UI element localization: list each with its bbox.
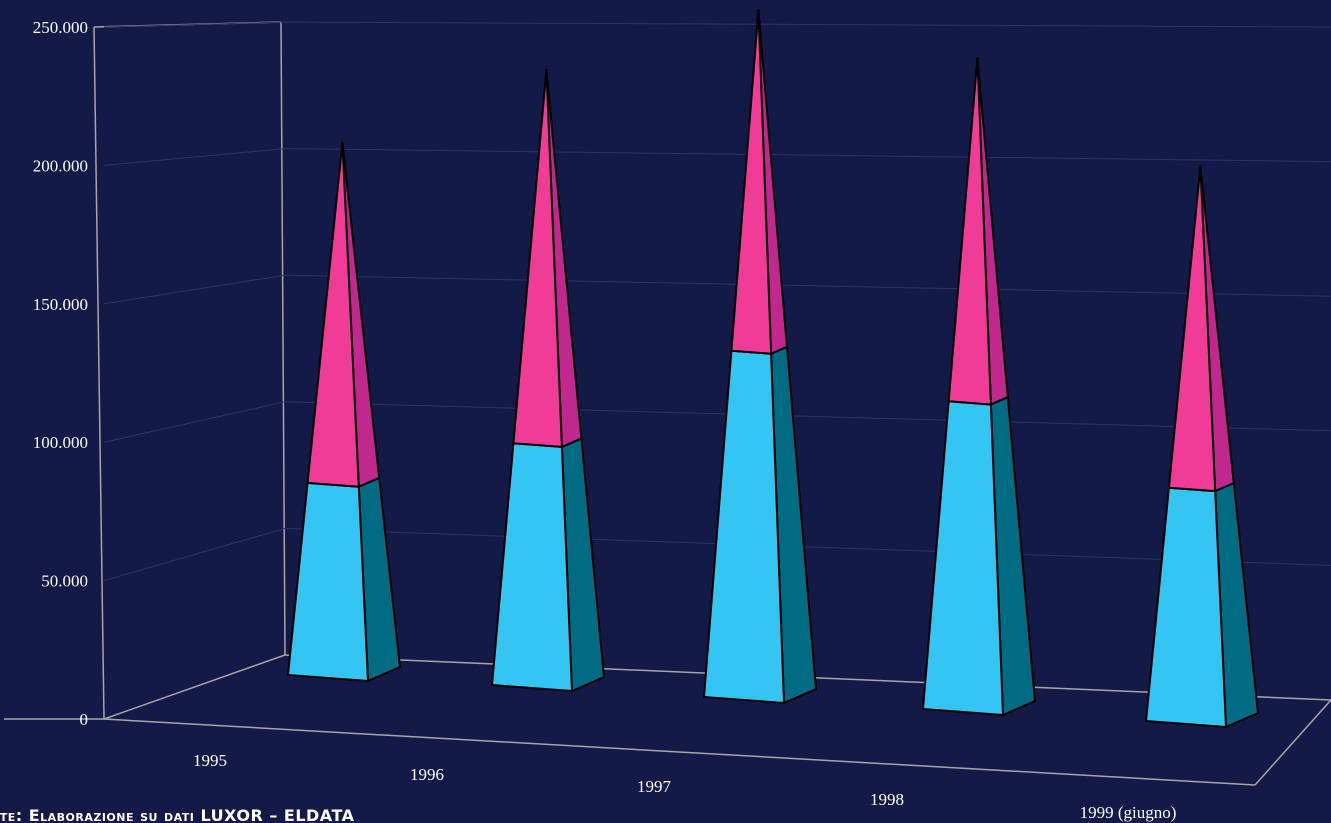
gridline-back-wall — [284, 527, 1331, 566]
bar-segment — [491, 442, 573, 692]
gridline-left-wall — [103, 401, 286, 443]
y-axis-line — [93, 26, 105, 720]
gridline-back-wall — [284, 401, 1331, 432]
pyramid-1995 — [287, 141, 401, 682]
source-note: nte: Elaborazione su dati LUXOR – ELDATA — [0, 806, 355, 823]
bar-segment — [512, 68, 563, 448]
chart-walls — [4, 21, 1331, 786]
x-axis-line — [103, 718, 1256, 786]
x-tick-label: 1998 — [870, 790, 904, 809]
y-axis-tick-labels: 0 50.000 100.000 150.000 200.000 250.000 — [33, 18, 88, 729]
x-tick-label: 1996 — [410, 765, 444, 784]
bar-segment — [922, 400, 1004, 716]
bar-segment — [1145, 486, 1227, 728]
x-axis-tick-labels: 1995 1996 1997 1998 1999 (giugno) — [193, 751, 1176, 822]
bar-segment — [1167, 165, 1217, 493]
gridlines — [103, 21, 1331, 582]
floor-right-edge — [1254, 699, 1331, 786]
pyramid-1996 — [491, 68, 605, 692]
gridline-back-wall — [284, 148, 1331, 163]
bar-segment — [703, 349, 785, 704]
x-tick-label: 1995 — [193, 751, 227, 770]
gridline-left-wall — [103, 274, 286, 305]
y-tick-label: 50.000 — [41, 572, 88, 591]
bar-segment — [947, 56, 992, 406]
gridline-left-wall — [103, 148, 286, 166]
gridline-left-wall — [103, 21, 286, 28]
x-tick-label: 1997 — [637, 777, 672, 796]
floor-left-edge — [103, 654, 286, 720]
gridline-back-wall — [284, 274, 1331, 297]
y-tick-label: 100.000 — [33, 433, 88, 452]
y-tick-label: 250.000 — [33, 18, 88, 37]
gridline-back-wall — [284, 21, 1331, 28]
y-tick-label: 0 — [80, 710, 89, 729]
gridline-left-wall — [103, 527, 286, 582]
pyramid-1999giugno — [1145, 165, 1259, 728]
y-tick-label: 200.000 — [33, 156, 88, 175]
pyramid-1998 — [922, 56, 1036, 716]
bar-segment — [730, 9, 773, 355]
bar-segment — [306, 141, 360, 488]
bar-segment — [287, 481, 369, 682]
pyramid-bars — [287, 9, 1259, 728]
pyramid-1997 — [703, 9, 817, 704]
y-tick-label: 150.000 — [33, 295, 88, 314]
x-tick-label: 1999 (giugno) — [1080, 803, 1177, 822]
back-left-edge — [280, 21, 286, 656]
